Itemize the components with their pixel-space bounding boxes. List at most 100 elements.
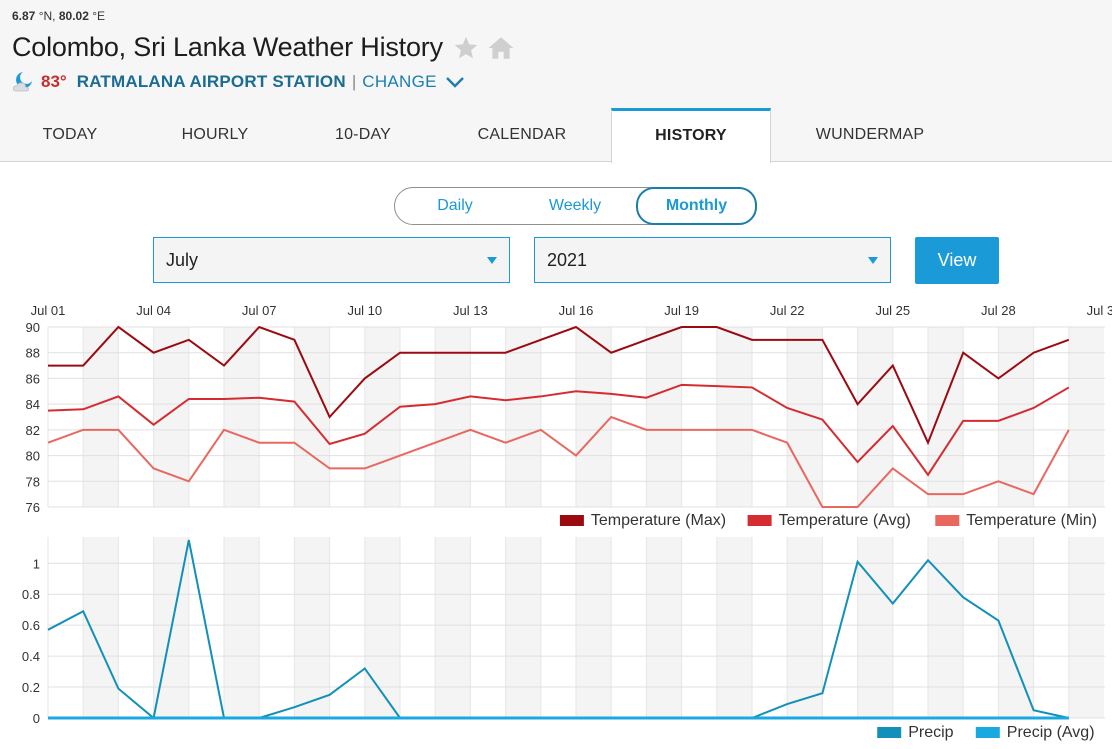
- day-band: [505, 327, 541, 507]
- x-tick-label: Jul 01: [31, 303, 66, 318]
- tab-wundermap[interactable]: WUNDERMAP: [815, 126, 925, 143]
- y-tick-label: 84: [26, 397, 40, 412]
- y-tick-label: 82: [26, 423, 40, 438]
- dropdown-caret-icon: [868, 257, 878, 264]
- day-band: [998, 537, 1034, 718]
- tab-history[interactable]: HISTORY: [611, 108, 771, 163]
- coordinates: 6.87 °N, 80.02 °E: [12, 9, 105, 23]
- current-temperature: 83°: [41, 72, 67, 91]
- x-tick-label: Jul 22: [770, 303, 805, 318]
- legend-label: Temperature (Avg): [779, 512, 911, 529]
- legend-label: Temperature (Max): [591, 512, 726, 529]
- daily-option[interactable]: Daily: [437, 197, 473, 214]
- year-select[interactable]: 2021: [534, 237, 891, 283]
- day-band: [224, 537, 260, 718]
- x-tick-label: Jul 28: [981, 303, 1016, 318]
- y-tick-label: 0.8: [22, 587, 40, 602]
- chevron-down-icon[interactable]: [445, 75, 465, 89]
- x-tick-label: Jul 04: [136, 303, 171, 318]
- x-tick-label: Jul 07: [242, 303, 277, 318]
- series-line-temperature-max: [48, 325, 1070, 446]
- day-band: [364, 537, 400, 718]
- legend-label: Precip: [908, 724, 953, 741]
- tab-hourly[interactable]: HOURLY: [181, 126, 249, 143]
- latitude-unit: °N,: [38, 9, 56, 23]
- day-band: [83, 327, 119, 507]
- day-band: [787, 537, 823, 718]
- y-tick-label: 76: [26, 500, 40, 515]
- partly-cloudy-night-icon: [13, 72, 32, 92]
- home-icon[interactable]: [487, 35, 515, 61]
- day-band: [224, 327, 260, 507]
- latitude: 6.87: [12, 9, 36, 23]
- day-band: [857, 327, 893, 507]
- y-tick-label: 80: [26, 449, 40, 464]
- x-tick-label: Jul 19: [664, 303, 699, 318]
- day-band: [505, 537, 541, 718]
- day-band: [646, 327, 682, 507]
- day-band: [153, 327, 189, 507]
- year-select-value: 2021: [547, 250, 588, 270]
- day-band: [1068, 537, 1104, 718]
- day-band: [716, 537, 752, 718]
- legend-swatch: [747, 515, 772, 526]
- longitude-unit: °E: [92, 9, 106, 23]
- weekly-option[interactable]: Weekly: [548, 197, 602, 214]
- tab-today[interactable]: TODAY: [42, 126, 98, 143]
- y-tick-label: 78: [26, 474, 40, 489]
- legend-swatch: [559, 515, 584, 526]
- longitude: 80.02: [58, 9, 89, 23]
- day-band: [83, 537, 119, 718]
- day-band: [857, 537, 893, 718]
- legend-swatch: [877, 727, 902, 738]
- monthly-option[interactable]: Monthly: [636, 187, 757, 225]
- tab-10-day[interactable]: 10-DAY: [334, 126, 392, 143]
- month-select-value: July: [166, 250, 199, 270]
- y-tick-label: 88: [26, 346, 40, 361]
- y-tick-label: 0.2: [22, 680, 40, 695]
- legend-label: Temperature (Min): [966, 512, 1097, 529]
- y-tick-label: 1: [33, 556, 40, 571]
- day-band: [435, 327, 471, 507]
- view-button[interactable]: View: [915, 237, 999, 284]
- station-name[interactable]: RATMALANA AIRPORT STATION: [76, 72, 346, 91]
- day-band: [928, 537, 964, 718]
- day-band: [576, 537, 612, 718]
- x-tick-label: Jul 13: [453, 303, 488, 318]
- series-line-precip: [47, 539, 1070, 720]
- day-band: [1068, 327, 1104, 507]
- month-select[interactable]: July: [153, 237, 510, 283]
- day-band: [576, 327, 612, 507]
- day-band: [435, 537, 471, 718]
- day-band: [646, 537, 682, 718]
- day-band: [294, 327, 330, 507]
- period-toggle: Daily Weekly Monthly: [394, 187, 757, 225]
- x-tick-label: Jul 10: [347, 303, 382, 318]
- legend-label: Precip (Avg): [1007, 724, 1095, 741]
- y-tick-label: 0.4: [22, 649, 40, 664]
- series-line-temperature-min: [47, 415, 1070, 508]
- dropdown-caret-icon: [487, 257, 497, 264]
- x-tick-label: Jul 16: [559, 303, 594, 318]
- day-band: [716, 327, 752, 507]
- legend-swatch: [975, 727, 1000, 738]
- page-title: Colombo, Sri Lanka Weather History: [12, 32, 443, 62]
- y-tick-label: 0: [33, 711, 40, 726]
- day-band: [364, 327, 400, 507]
- star-icon[interactable]: [453, 35, 479, 61]
- day-band: [998, 327, 1034, 507]
- legend-swatch: [935, 515, 960, 526]
- x-tick-label: Jul 31: [1087, 303, 1112, 318]
- history-charts: 76 78 80 82 84 86 88 90 0 0.2 0.4 0.6 0.8 1 Jul 01 Jul …: [22, 303, 1112, 741]
- change-station-link[interactable]: CHANGE: [362, 72, 437, 91]
- day-band: [294, 537, 330, 718]
- y-tick-label: 86: [26, 371, 40, 386]
- location-header: 6.87 °N, 80.02 °E Colombo, Sri Lanka Wea…: [0, 0, 1112, 108]
- x-tick-label: Jul 25: [875, 303, 910, 318]
- tab-calendar[interactable]: CALENDAR: [477, 126, 567, 143]
- separator: |: [351, 72, 357, 91]
- y-tick-label: 90: [26, 320, 40, 335]
- day-band: [928, 327, 964, 507]
- main-tabs: TODAY HOURLY 10-DAY CALENDAR HISTORY WUN…: [0, 108, 1112, 163]
- y-tick-label: 0.6: [22, 618, 40, 633]
